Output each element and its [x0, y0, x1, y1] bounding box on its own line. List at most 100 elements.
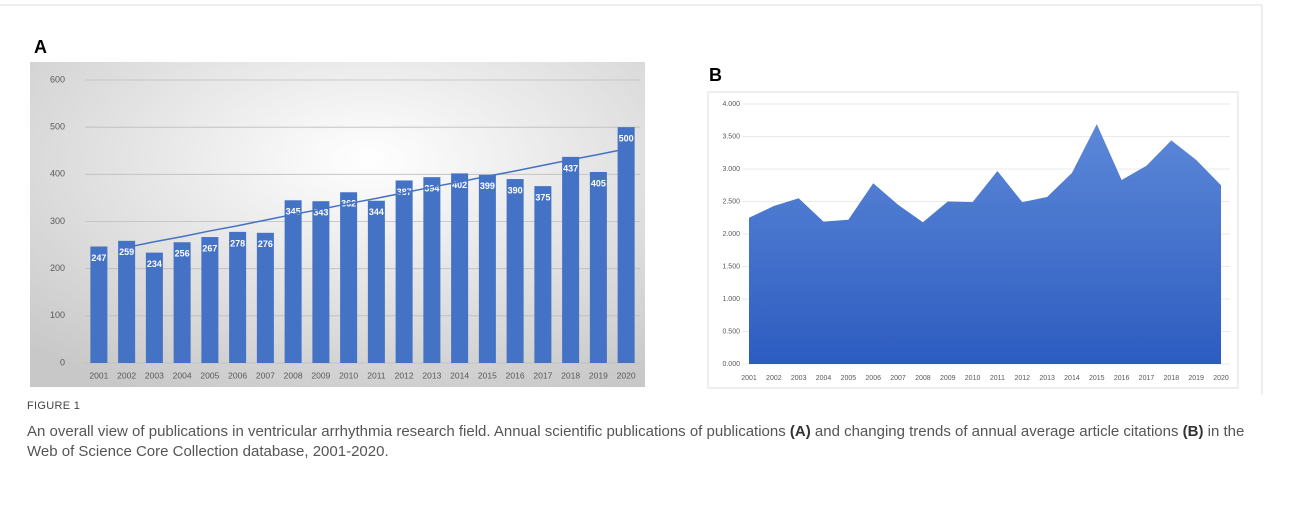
panel-label: B — [709, 65, 722, 85]
y-tick-label: 200 — [50, 263, 65, 273]
y-tick-label: 0 — [60, 357, 65, 367]
x-tick-label: 2014 — [450, 370, 469, 380]
panel-label: A — [34, 37, 47, 57]
x-tick-label: 2019 — [589, 370, 608, 380]
y-tick-label: 2.500 — [722, 198, 740, 205]
y-tick-label: 300 — [50, 216, 65, 226]
caption: An overall view of publications in ventr… — [27, 422, 1255, 462]
value-label: 234 — [147, 259, 162, 269]
y-tick-label: 1.000 — [722, 296, 740, 303]
x-tick-label: 2009 — [311, 370, 330, 380]
value-label: 375 — [535, 193, 550, 203]
value-label: 387 — [397, 187, 412, 197]
x-tick-label: 2019 — [1188, 375, 1204, 382]
x-tick-label: 2003 — [791, 375, 807, 382]
x-tick-label: 2013 — [1039, 375, 1055, 382]
bar — [589, 171, 607, 363]
value-label: 344 — [369, 207, 384, 217]
caption-text: in the Web of Science Core Collection da… — [27, 423, 1245, 460]
x-tick-label: 2007 — [890, 375, 906, 382]
x-tick-label: 2002 — [766, 375, 782, 382]
area — [749, 124, 1221, 365]
bar — [451, 173, 469, 363]
value-label: 267 — [202, 243, 217, 253]
value-label: 390 — [508, 185, 523, 195]
x-tick-label: 2005 — [200, 370, 219, 380]
y-tick-label: 600 — [50, 74, 65, 84]
x-tick-label: 2001 — [89, 370, 108, 380]
value-label: 343 — [313, 208, 328, 218]
x-tick-label: 2015 — [478, 370, 497, 380]
y-tick-label: 400 — [50, 169, 65, 179]
value-label: 256 — [175, 249, 190, 259]
caption-ref: (A) — [789, 423, 811, 440]
x-tick-label: 2001 — [741, 375, 757, 382]
y-tick-label: 3.000 — [722, 166, 740, 173]
x-tick-label: 2007 — [256, 370, 275, 380]
bar — [562, 156, 580, 363]
x-tick-label: 2020 — [617, 370, 636, 380]
bar — [395, 180, 413, 363]
x-tick-label: 2004 — [816, 375, 832, 382]
bar — [312, 201, 330, 363]
y-tick-label: 100 — [50, 310, 65, 320]
x-tick-label: 2010 — [339, 370, 358, 380]
x-tick-label: 2011 — [367, 370, 386, 380]
bar — [229, 231, 247, 363]
value-label: 405 — [591, 178, 606, 188]
y-tick-label: 1.500 — [722, 263, 740, 270]
caption-text: and changing trends of annual average ar… — [810, 423, 1183, 440]
y-tick-label: 0.000 — [722, 361, 740, 368]
bar — [201, 237, 219, 363]
x-tick-label: 2018 — [561, 370, 580, 380]
x-tick-label: 2010 — [965, 375, 981, 382]
bar — [340, 192, 358, 363]
y-tick-label: 4.000 — [722, 101, 740, 108]
caption-ref: (B) — [1182, 423, 1204, 440]
bar — [256, 232, 274, 363]
x-tick-label: 2014 — [1064, 375, 1080, 382]
x-tick-label: 2003 — [145, 370, 164, 380]
bar — [423, 177, 441, 363]
value-label: 437 — [563, 163, 578, 173]
x-tick-label: 2015 — [1089, 375, 1105, 382]
x-tick-label: 2017 — [1139, 375, 1155, 382]
value-label: 259 — [119, 247, 134, 257]
caption-text: An overall view of publications in ventr… — [27, 423, 790, 440]
x-tick-label: 2011 — [990, 375, 1005, 382]
bar — [506, 179, 524, 363]
figure-label: FIGURE 1 — [27, 400, 81, 412]
value-label: 247 — [91, 253, 106, 263]
x-tick-label: 2013 — [422, 370, 441, 380]
x-tick-label: 2008 — [915, 375, 931, 382]
x-tick-label: 2008 — [284, 370, 303, 380]
y-tick-label: 3.500 — [722, 133, 740, 140]
x-tick-label: 2018 — [1164, 375, 1180, 382]
bar — [90, 246, 108, 363]
value-label: 399 — [480, 181, 495, 191]
value-label: 500 — [619, 134, 634, 144]
bar — [284, 200, 302, 363]
y-tick-label: 2.000 — [722, 231, 740, 238]
value-label: 394 — [424, 184, 439, 194]
x-tick-label: 2006 — [228, 370, 247, 380]
bar — [617, 127, 635, 364]
figure: A B 0 100 200 300 400 500 600 247 2001 259 2002 234… — [0, 4, 1263, 395]
x-tick-label: 2016 — [1114, 375, 1130, 382]
bar — [145, 252, 163, 363]
value-label: 345 — [286, 207, 301, 217]
x-tick-label: 2017 — [533, 370, 552, 380]
x-tick-label: 2006 — [865, 375, 881, 382]
bar — [118, 240, 136, 363]
x-tick-label: 2020 — [1213, 375, 1229, 382]
x-tick-label: 2004 — [173, 370, 192, 380]
y-tick-label: 0.500 — [722, 328, 740, 335]
bar — [478, 174, 496, 363]
x-tick-label: 2002 — [117, 370, 136, 380]
value-label: 402 — [452, 180, 467, 190]
bar — [173, 242, 191, 363]
x-tick-label: 2012 — [1014, 375, 1030, 382]
bar — [367, 200, 385, 363]
trend-line — [126, 148, 627, 249]
